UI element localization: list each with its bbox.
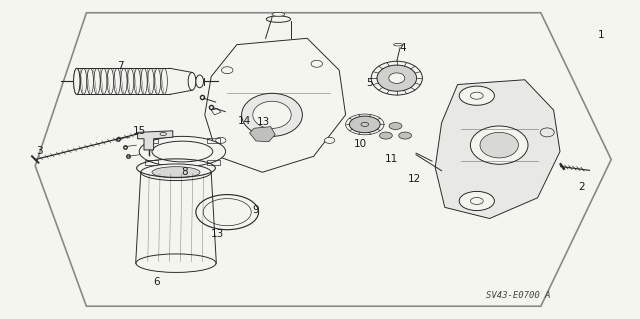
Polygon shape (250, 127, 275, 142)
Text: 15: 15 (133, 126, 146, 136)
Polygon shape (435, 80, 560, 219)
Ellipse shape (389, 73, 405, 84)
Ellipse shape (221, 67, 233, 74)
Text: 13: 13 (257, 117, 270, 127)
Ellipse shape (460, 86, 495, 105)
Ellipse shape (204, 198, 251, 226)
Ellipse shape (136, 254, 216, 272)
Text: SV43-E0700 A: SV43-E0700 A (486, 291, 551, 300)
Ellipse shape (377, 65, 417, 91)
Text: 13: 13 (211, 229, 224, 240)
Ellipse shape (152, 167, 200, 178)
Ellipse shape (253, 101, 291, 129)
Text: 7: 7 (117, 61, 124, 71)
Ellipse shape (266, 16, 291, 22)
Text: 3: 3 (36, 145, 43, 156)
Ellipse shape (324, 137, 335, 144)
Text: 12: 12 (408, 174, 421, 184)
Ellipse shape (196, 75, 204, 88)
Text: 11: 11 (385, 154, 398, 164)
Ellipse shape (460, 191, 495, 211)
Text: 8: 8 (181, 167, 188, 177)
Ellipse shape (141, 164, 211, 181)
Ellipse shape (140, 137, 225, 167)
Polygon shape (138, 131, 173, 150)
Text: 14: 14 (238, 116, 251, 126)
Ellipse shape (74, 68, 80, 94)
Ellipse shape (216, 137, 226, 144)
Text: 10: 10 (354, 138, 367, 149)
Ellipse shape (349, 116, 380, 133)
Ellipse shape (196, 195, 259, 230)
Ellipse shape (152, 141, 212, 162)
Ellipse shape (399, 132, 412, 139)
Text: 1: 1 (598, 30, 605, 40)
Ellipse shape (242, 93, 302, 137)
Ellipse shape (272, 12, 285, 16)
Ellipse shape (394, 43, 403, 46)
Text: 4: 4 (400, 43, 406, 54)
Ellipse shape (188, 72, 196, 90)
Ellipse shape (470, 126, 528, 164)
Text: 9: 9 (253, 205, 259, 215)
Ellipse shape (311, 60, 323, 67)
Ellipse shape (389, 122, 402, 130)
Polygon shape (205, 38, 346, 172)
Ellipse shape (480, 132, 518, 158)
Text: 2: 2 (578, 182, 584, 192)
Text: 6: 6 (154, 277, 160, 287)
Text: 5: 5 (367, 78, 373, 88)
Ellipse shape (380, 132, 392, 139)
